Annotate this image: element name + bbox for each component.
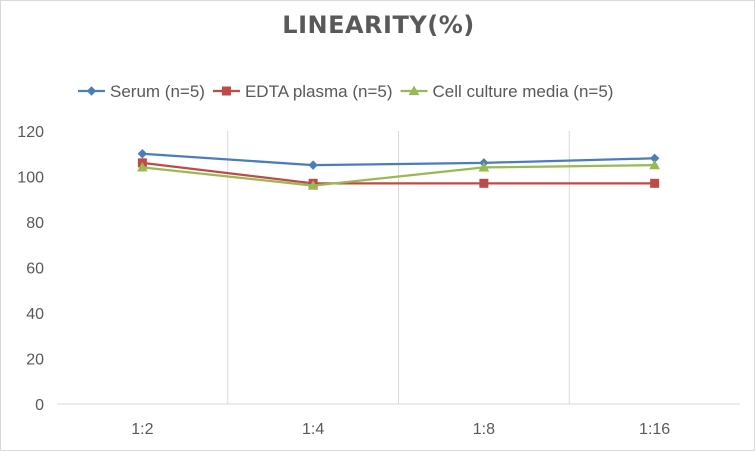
y-tick-label: 100	[17, 170, 44, 187]
grid-layer	[227, 131, 570, 404]
legend-marker	[86, 86, 97, 96]
y-tick-label: 0	[35, 397, 44, 414]
series-layer	[137, 149, 660, 190]
legend-label: EDTA plasma (n=5)	[245, 82, 393, 101]
legend-item: EDTA plasma (n=5)	[212, 82, 393, 101]
legend-item: Cell culture media (n=5)	[400, 82, 614, 101]
data-point-marker	[478, 161, 490, 172]
legend-label: Serum (n=5)	[110, 82, 205, 101]
x-tick-label: 1:16	[639, 421, 670, 438]
legend: Serum (n=5) EDTA plasma (n=5) Cell culture…	[78, 82, 613, 101]
data-point-marker	[307, 180, 319, 190]
series-line	[141, 164, 656, 187]
y-tick-label: 60	[26, 261, 44, 278]
y-tick-label: 80	[26, 215, 44, 232]
data-point-marker	[479, 178, 489, 188]
y-tick-label: 20	[26, 352, 44, 369]
data-point-marker	[308, 160, 318, 170]
data-point-marker	[137, 149, 148, 159]
legend-marker	[221, 86, 231, 96]
series-line	[141, 161, 656, 185]
data-point-marker	[650, 178, 660, 188]
chart-title: LINEARITY(%)	[282, 11, 475, 39]
legend-marker	[408, 85, 420, 96]
y-tick-label: 120	[17, 124, 44, 141]
x-tick-label: 1:4	[302, 421, 324, 438]
data-point-marker	[137, 161, 148, 172]
legend-item: Serum (n=5)	[78, 82, 205, 101]
series-3	[137, 159, 660, 190]
series-line	[141, 152, 656, 167]
legend-label: Cell culture media (n=5)	[433, 82, 614, 101]
data-point-marker	[649, 159, 660, 170]
x-tick-label: 1:8	[473, 421, 495, 438]
axis-layer: 0 20 40 60 80 100 120 1:2 1:4 1:8 1:16	[17, 124, 740, 438]
y-tick-label: 40	[26, 306, 44, 323]
x-tick-label: 1:2	[131, 421, 153, 438]
